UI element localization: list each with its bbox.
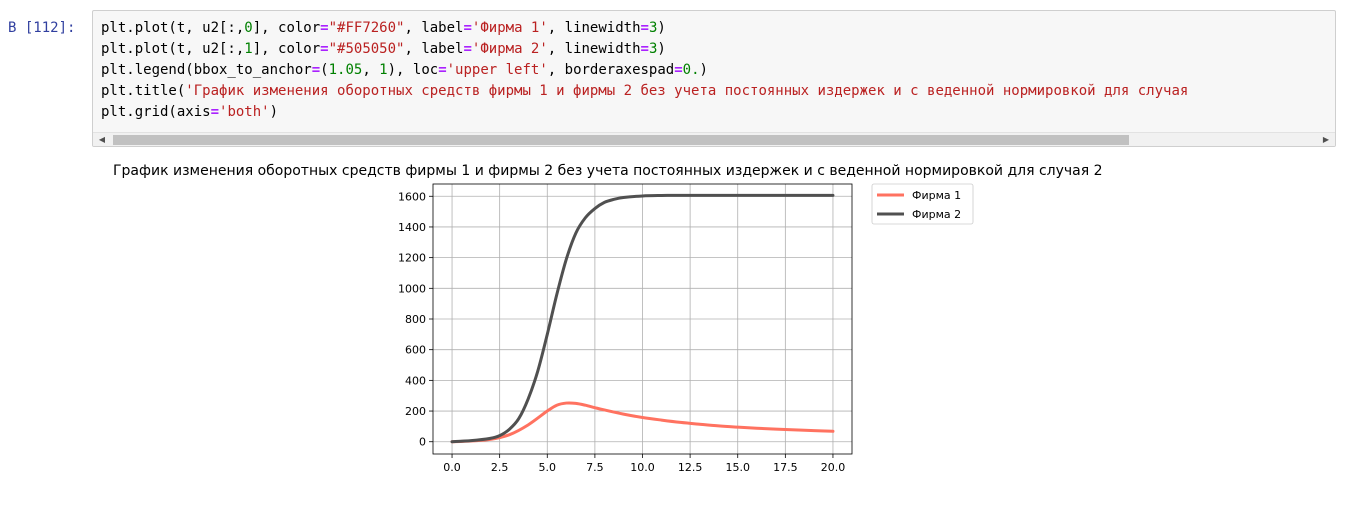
y-tick-label: 600 [405, 344, 426, 357]
scrollbar-thumb[interactable] [113, 135, 1129, 145]
x-tick-label: 2.5 [491, 461, 509, 474]
scroll-left-arrow-icon[interactable]: ◀ [98, 135, 106, 144]
code-token: 0 [244, 20, 253, 36]
y-tick-label: 400 [405, 374, 426, 387]
code-token: 3 [648, 20, 658, 36]
code-token: 'Фирма 1' [471, 20, 548, 36]
code-operator: = [463, 41, 472, 57]
code-token: 'upper left' [446, 62, 548, 78]
x-tick-label: 20.0 [821, 461, 846, 474]
code-token: 'both' [219, 104, 270, 120]
code-line[interactable]: plt.legend(bbox_to_anchor=(1.05, 1), loc… [101, 60, 1188, 81]
x-tick-label: 10.0 [630, 461, 655, 474]
horizontal-scrollbar[interactable]: ◀ ▶ [93, 132, 1335, 146]
code-token: plt.plot(t, u2[:, [101, 41, 245, 57]
series-line-1 [450, 401, 835, 444]
code-token: 0. [682, 62, 700, 78]
code-token: "#FF7260" [328, 20, 405, 36]
code-operator: = [320, 41, 329, 57]
y-tick-label: 1000 [398, 282, 426, 295]
x-tick-label: 12.5 [678, 461, 703, 474]
code-token: 1 [379, 62, 388, 78]
code-token: 1.05 [328, 62, 363, 78]
code-editor[interactable]: plt.plot(t, u2[:,0], color="#FF7260", la… [101, 18, 1188, 123]
code-token: plt.title( [101, 83, 186, 99]
x-tick-label: 0.0 [443, 461, 461, 474]
scroll-right-arrow-icon[interactable]: ▶ [1322, 135, 1330, 144]
code-token: 3 [648, 41, 658, 57]
code-token: , linewidth= [547, 41, 649, 57]
code-token: plt.plot(t, u2[:, [101, 20, 245, 36]
code-token: ) [657, 41, 666, 57]
code-token: , borderaxespad= [547, 62, 683, 78]
code-operator: = [311, 62, 321, 78]
code-token: , linewidth= [547, 20, 649, 36]
code-line[interactable]: plt.plot(t, u2[:,1], color="#505050", la… [101, 39, 1188, 60]
code-token: ) [269, 104, 279, 120]
code-cell[interactable]: plt.plot(t, u2[:,0], color="#FF7260", la… [92, 10, 1336, 147]
cell-prompt: В [112]: [8, 20, 76, 36]
code-token: ], color= [252, 41, 329, 57]
code-token: 'Фирма 2' [471, 41, 548, 57]
line-chart: 0.0 2.5 5.0 7.5 10.0 12.5 15.0 17.5 20.0 0 200 400 6… [398, 183, 974, 474]
code-operator: = [640, 41, 649, 57]
y-tick-label: 1400 [398, 221, 426, 234]
y-tick-label: 0 [419, 436, 426, 449]
code-operator: = [674, 62, 683, 78]
x-tick-label: 17.5 [773, 461, 798, 474]
x-tick-label: 7.5 [586, 461, 604, 474]
y-tick-label: 1600 [398, 190, 426, 203]
code-operator: = [210, 104, 220, 120]
legend-label: Фирма 2 [912, 208, 961, 221]
code-line[interactable]: plt.grid(axis='both') [101, 102, 1188, 123]
code-operator: = [320, 20, 329, 36]
y-tick-label: 1200 [398, 252, 426, 265]
code-token: 'График изменения оборотных средств фирм… [185, 83, 1189, 99]
code-operator: = [438, 62, 447, 78]
code-token: plt.grid(axis= [101, 104, 220, 120]
cell-output: График изменения оборотных средств фирмы… [0, 150, 1347, 504]
code-token: , label= [404, 41, 472, 57]
code-operator: = [640, 20, 649, 36]
legend-label: Фирма 1 [912, 189, 961, 202]
code-token: ) [657, 20, 666, 36]
code-line[interactable]: plt.plot(t, u2[:,0], color="#FF7260", la… [101, 18, 1188, 39]
code-token: ) [699, 62, 708, 78]
code-token: 1 [244, 41, 253, 57]
y-tick-label: 800 [405, 313, 426, 326]
code-token: , [362, 62, 380, 78]
code-operator: = [463, 20, 472, 36]
code-token: "#505050" [328, 41, 405, 57]
series-line-2 [450, 193, 835, 444]
code-token: ), loc= [387, 62, 447, 78]
x-tick-label: 5.0 [539, 461, 557, 474]
chart-title: График изменения оборотных средств фирмы… [113, 163, 1103, 179]
code-token: ], color= [252, 20, 329, 36]
code-token: plt.legend(bbox_to_anchor=( [101, 62, 329, 78]
y-tick-label: 200 [405, 405, 426, 418]
code-token: , label= [404, 20, 472, 36]
x-tick-label: 15.0 [725, 461, 750, 474]
code-line[interactable]: plt.title('График изменения оборотных ср… [101, 81, 1188, 102]
